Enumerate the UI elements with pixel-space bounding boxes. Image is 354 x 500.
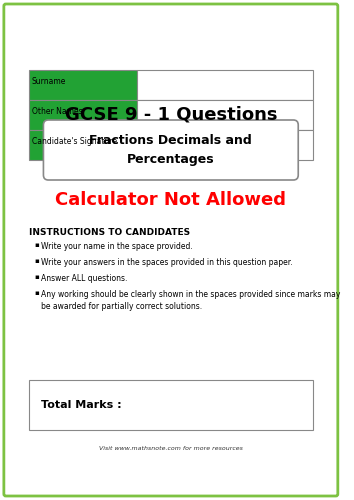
Bar	[29, 70, 137, 100]
Text: ▪: ▪	[35, 274, 40, 280]
Text: Other Names: Other Names	[32, 108, 82, 116]
Text: Any working should be clearly shown in the spaces provided since marks may
be aw: Any working should be clearly shown in t…	[41, 290, 340, 311]
FancyBboxPatch shape	[44, 120, 298, 180]
Text: Total Marks :: Total Marks :	[41, 400, 121, 410]
Bar	[29, 130, 137, 160]
Text: ▪: ▪	[35, 258, 40, 264]
Text: Fractions Decimals and
Percentages: Fractions Decimals and Percentages	[90, 134, 252, 166]
Text: Write your answers in the spaces provided in this question paper.: Write your answers in the spaces provide…	[41, 258, 292, 267]
Bar	[137, 130, 313, 160]
Bar	[137, 70, 313, 100]
Text: ▪: ▪	[35, 290, 40, 296]
Text: Candidate's Signature: Candidate's Signature	[32, 138, 117, 146]
Text: Answer ALL questions.: Answer ALL questions.	[41, 274, 127, 283]
FancyBboxPatch shape	[29, 380, 313, 430]
Text: Surname: Surname	[32, 78, 66, 86]
FancyBboxPatch shape	[4, 4, 338, 496]
Text: Visit www.mathsnote.com for more resources: Visit www.mathsnote.com for more resourc…	[99, 446, 243, 450]
Bar	[29, 100, 137, 130]
Bar	[137, 100, 313, 130]
Text: INSTRUCTIONS TO CANDIDATES: INSTRUCTIONS TO CANDIDATES	[29, 228, 190, 237]
Text: Calculator Not Allowed: Calculator Not Allowed	[55, 191, 286, 209]
Text: ▪: ▪	[35, 242, 40, 248]
Text: GCSE 9 - 1 Questions: GCSE 9 - 1 Questions	[64, 106, 277, 124]
Text: Write your name in the space provided.: Write your name in the space provided.	[41, 242, 192, 251]
